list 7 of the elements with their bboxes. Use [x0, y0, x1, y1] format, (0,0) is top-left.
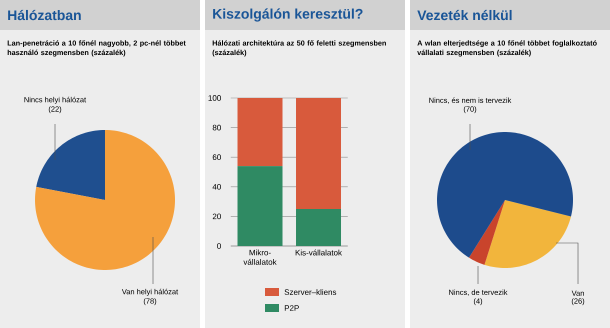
bar [238, 98, 283, 166]
bar [296, 98, 342, 210]
chart-title: Hálózatban [8, 10, 81, 20]
bar [238, 166, 283, 246]
chart-title: Vezeték nélkül [417, 10, 512, 20]
chart-title: Kiszolgálón keresztül? [213, 8, 363, 22]
bar [296, 209, 342, 246]
